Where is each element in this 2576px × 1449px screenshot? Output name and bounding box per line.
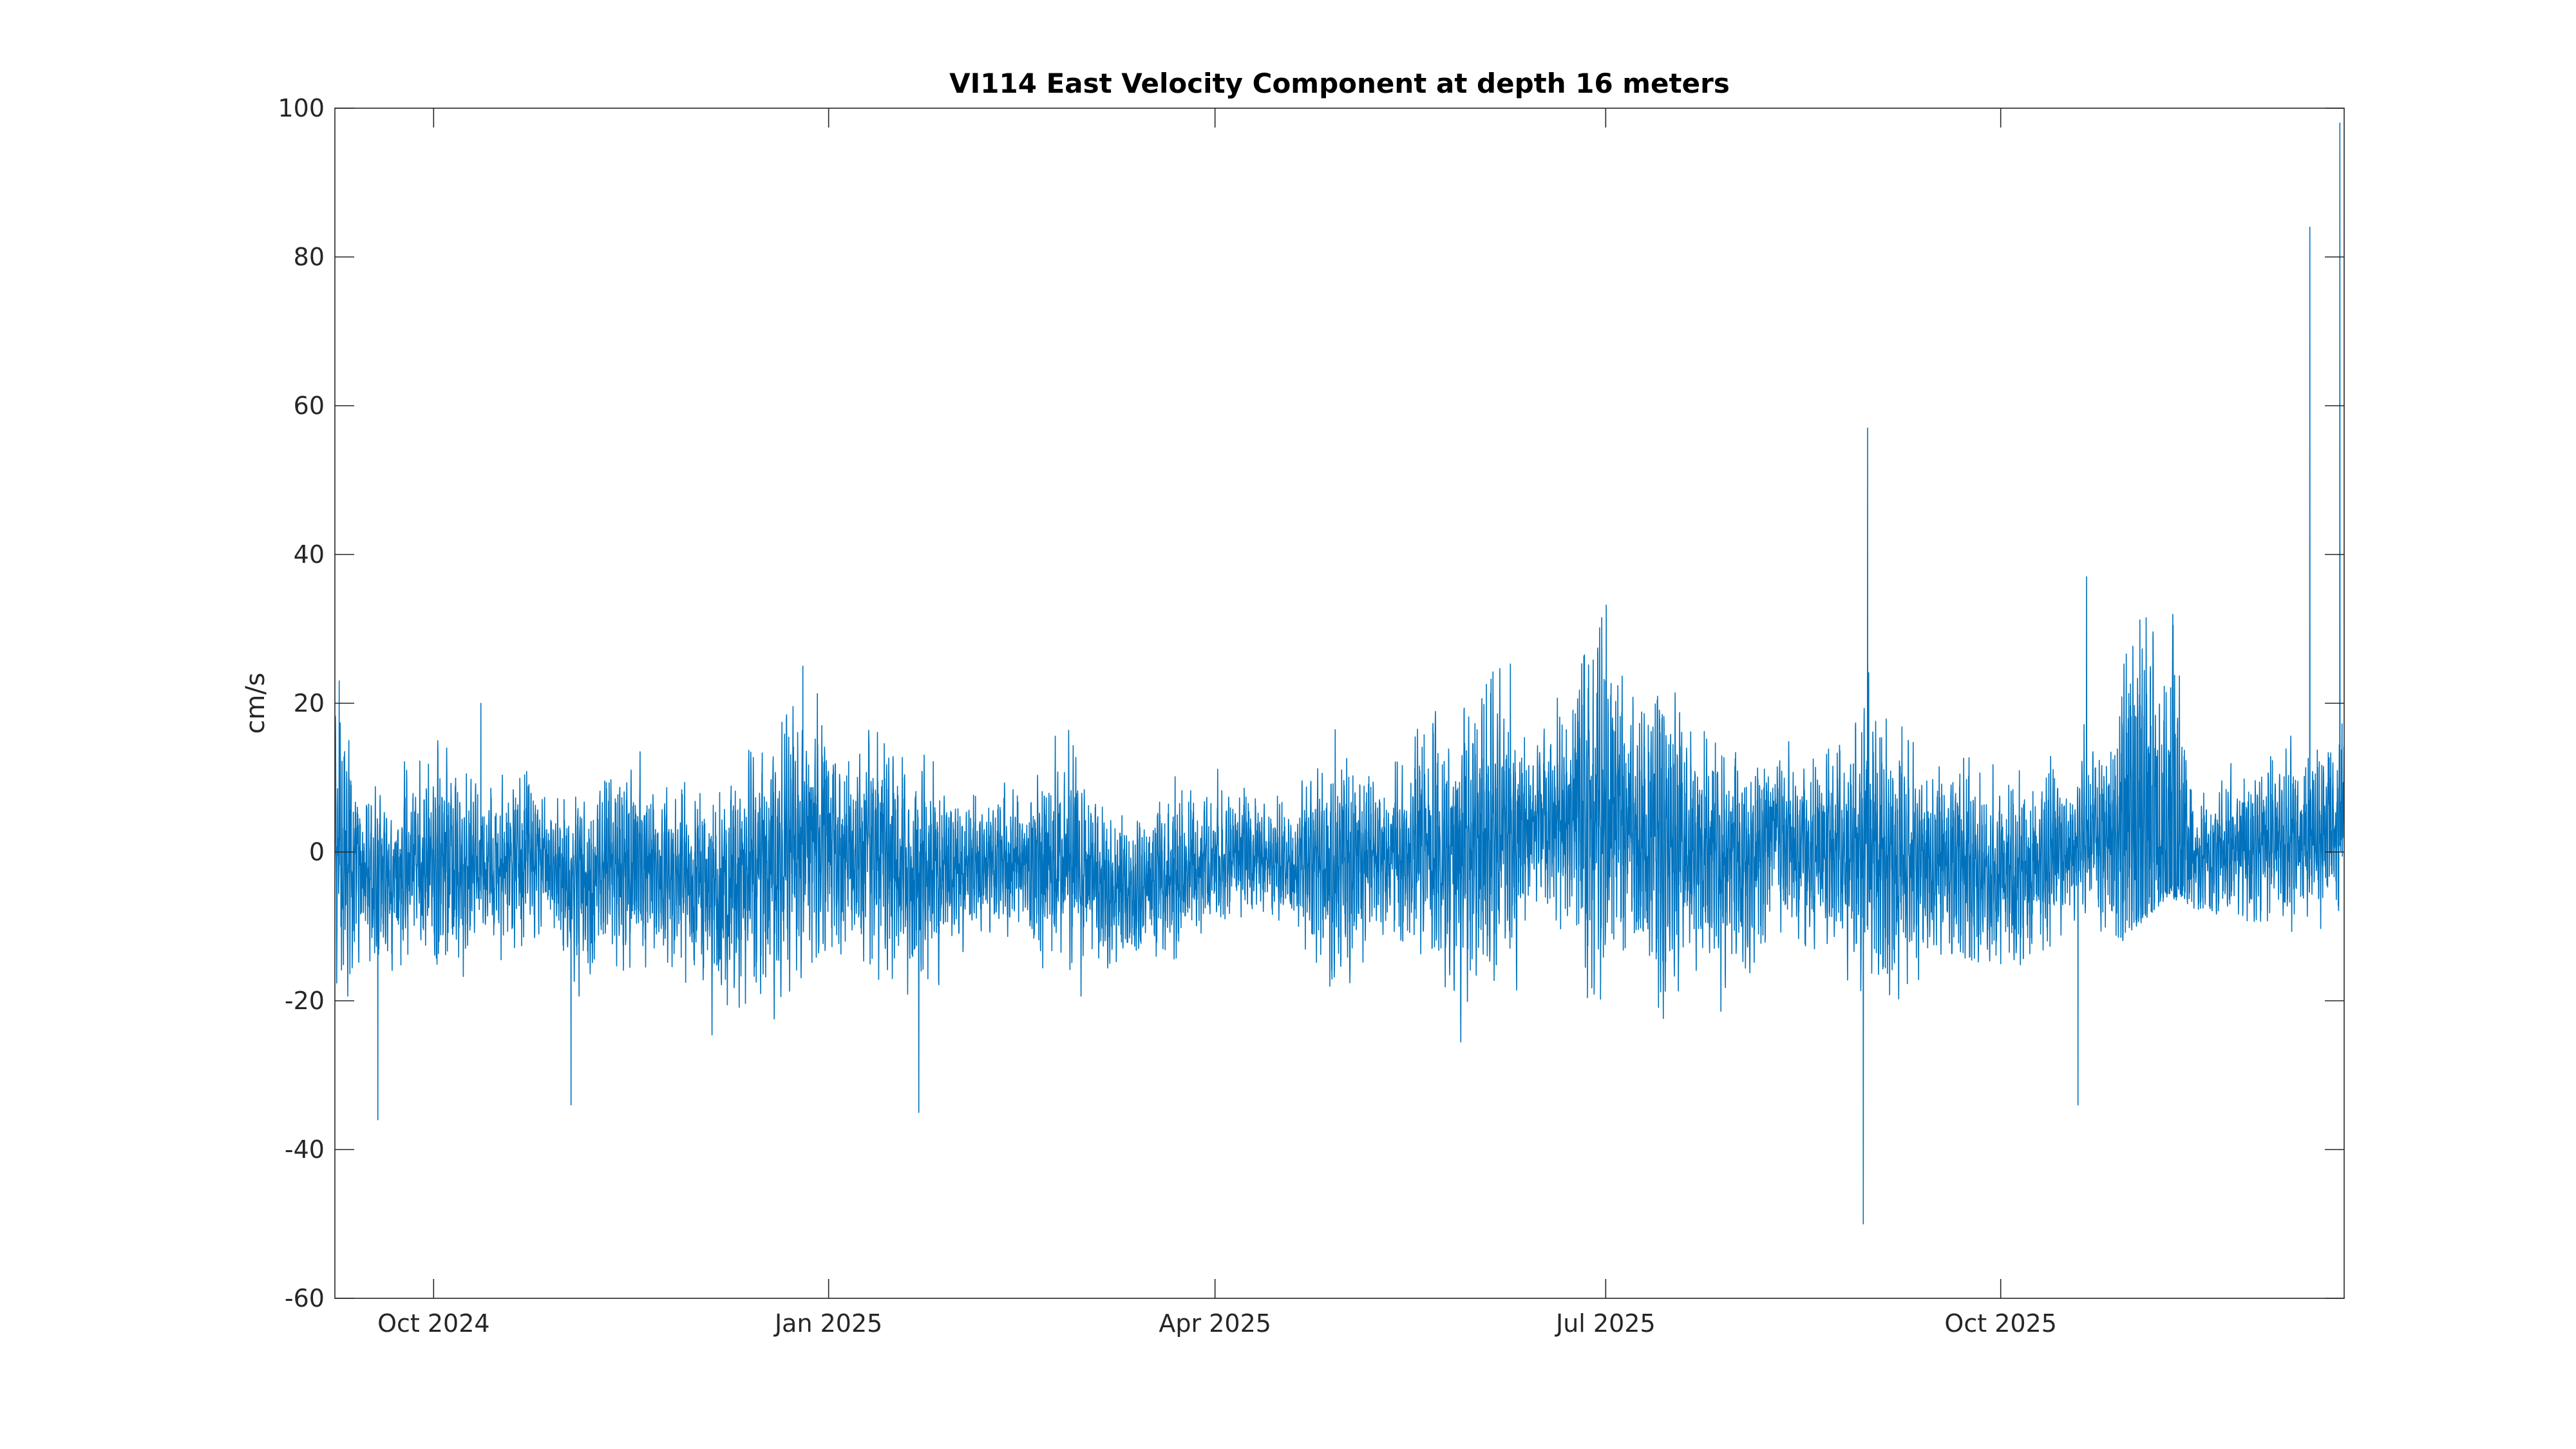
y-tick-label: -40 (285, 1135, 325, 1164)
y-axis-label: cm/s (241, 672, 270, 734)
plot-area (335, 108, 2344, 1298)
x-tick-label: Oct 2024 (377, 1309, 490, 1338)
y-tick-label: -60 (285, 1284, 325, 1312)
y-tick-label: 60 (294, 392, 325, 420)
y-tick-label: 100 (278, 94, 325, 122)
x-tick-label: Apr 2025 (1159, 1309, 1271, 1338)
y-tick-label: 80 (294, 243, 325, 271)
x-tick-label: Jul 2025 (1555, 1309, 1656, 1338)
x-tick-label: Oct 2025 (1944, 1309, 2057, 1338)
series-layer (335, 122, 2344, 1225)
y-tick-label: 0 (309, 838, 325, 866)
chart-title: VI114 East Velocity Component at depth 1… (949, 68, 1730, 99)
y-tick-label: -20 (285, 987, 325, 1015)
y-tick-label: 20 (294, 689, 325, 717)
axes-layer: -60 -40 -20 0 20 40 60 80 100 Oct 2024 Jan 2025 Apr… (278, 94, 2345, 1338)
series-line-0 (335, 122, 2344, 1225)
x-tick-label: Jan 2025 (773, 1309, 882, 1338)
y-tick-label: 40 (294, 540, 325, 569)
